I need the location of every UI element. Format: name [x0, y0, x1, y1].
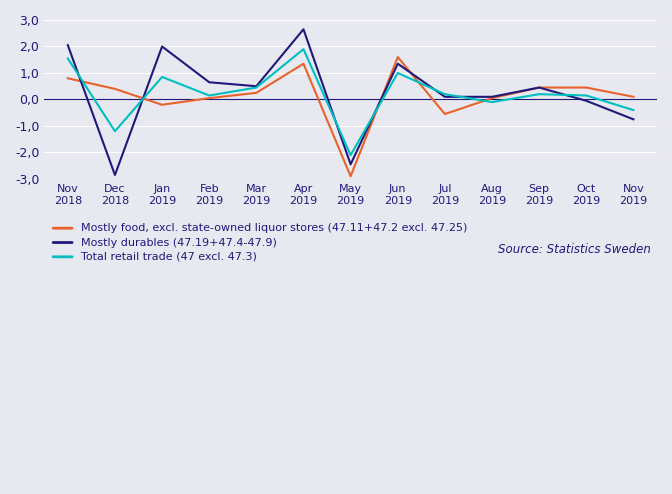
Text: Source: Statistics Sweden: Source: Statistics Sweden: [498, 243, 651, 256]
Text: Mostly food, excl. state-owned liquor stores (47.11+47.2 excl. 47.25): Mostly food, excl. state-owned liquor st…: [81, 223, 468, 233]
Text: Mostly durables (47.19+47.4-47.9): Mostly durables (47.19+47.4-47.9): [81, 238, 277, 247]
Text: Total retail trade (47 excl. 47.3): Total retail trade (47 excl. 47.3): [81, 252, 257, 262]
